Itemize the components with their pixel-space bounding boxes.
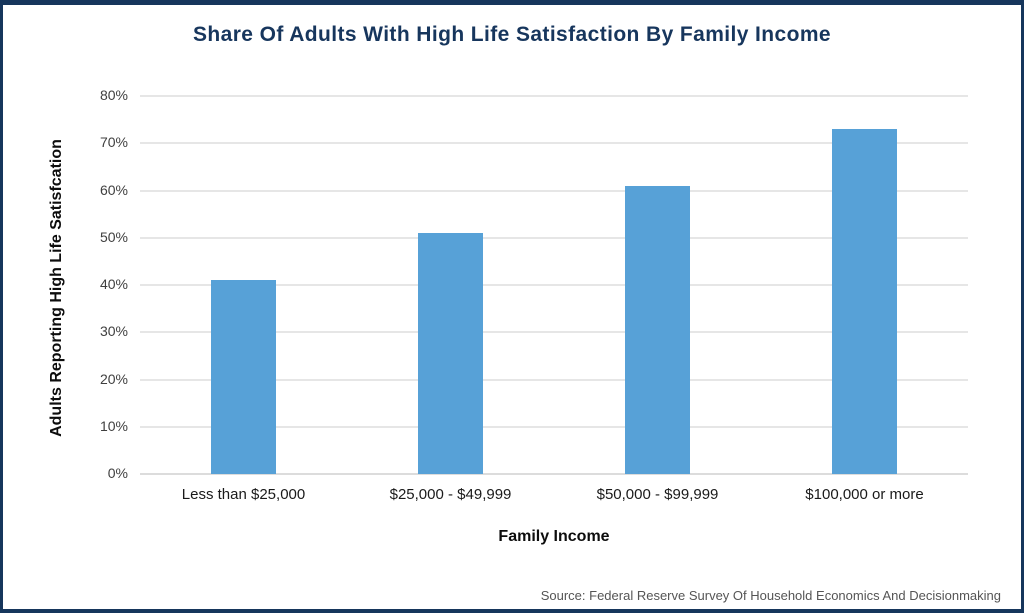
x-category-label: Less than $25,000 bbox=[181, 486, 306, 503]
gridline bbox=[140, 284, 968, 286]
plot-area bbox=[140, 95, 968, 475]
source-note: Source: Federal Reserve Survey Of Househ… bbox=[540, 588, 1001, 603]
gridline bbox=[140, 142, 968, 145]
gridline bbox=[140, 236, 968, 239]
bar bbox=[418, 233, 483, 474]
x-axis-title: Family Income bbox=[498, 528, 610, 545]
gridline bbox=[140, 378, 968, 381]
y-tick-label: 30% bbox=[99, 323, 128, 340]
y-tick-label: 50% bbox=[99, 228, 128, 245]
y-tick-label: 80% bbox=[99, 87, 128, 103]
bar bbox=[211, 280, 276, 474]
gridline bbox=[140, 189, 968, 192]
x-category-label: $50,000 - $99,999 bbox=[596, 486, 719, 503]
chart-title: Share Of Adults With High Life Satisfact… bbox=[193, 23, 831, 46]
y-tick-label: 10% bbox=[99, 417, 128, 434]
bar bbox=[832, 129, 897, 474]
x-category-label: $100,000 or more bbox=[805, 486, 924, 503]
y-tick-label: 70% bbox=[99, 134, 128, 151]
gridline bbox=[140, 95, 968, 97]
y-tick-label: 40% bbox=[99, 276, 128, 292]
x-axis-line bbox=[140, 473, 968, 475]
gridline bbox=[140, 331, 968, 334]
bar bbox=[625, 185, 690, 474]
x-category-label: $25,000 - $49,999 bbox=[389, 486, 512, 503]
y-tick-label: 60% bbox=[99, 181, 128, 198]
gridline bbox=[140, 425, 968, 428]
y-tick-label: 20% bbox=[99, 370, 128, 387]
y-tick-label: 0% bbox=[107, 465, 128, 481]
